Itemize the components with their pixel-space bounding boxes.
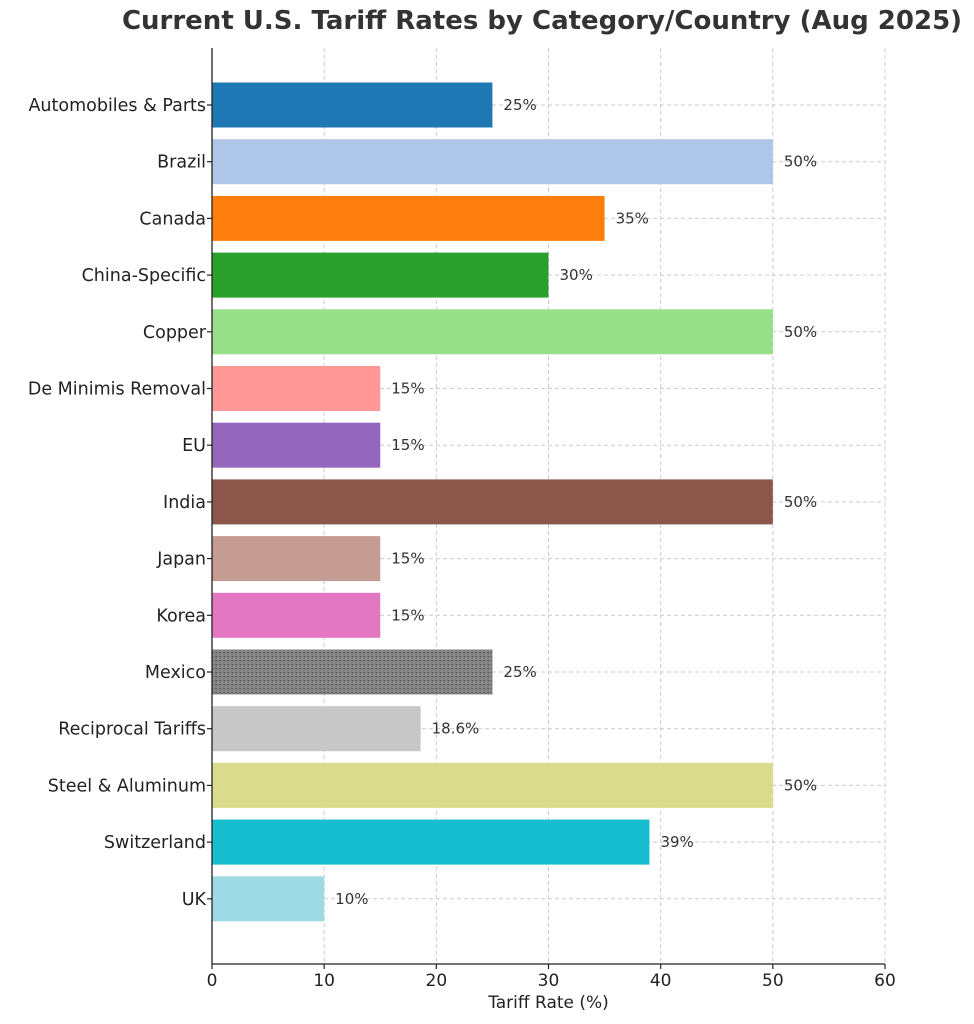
category-label: De Minimis Removal <box>28 380 206 400</box>
category-label: Mexico <box>145 663 206 683</box>
value-label: 35% <box>616 209 649 227</box>
category-label: Steel & Aluminum <box>48 776 206 796</box>
chart-title: Current U.S. Tariff Rates by Category/Co… <box>121 6 963 36</box>
bar <box>212 762 773 808</box>
category-label: Brazil <box>157 153 206 173</box>
bar <box>212 819 650 865</box>
x-axis-label: Tariff Rate (%) <box>487 993 609 1013</box>
axis-layer: Automobiles & Parts Brazil Canada China-Spe… <box>28 48 896 991</box>
bar <box>212 649 493 695</box>
value-label: 25% <box>503 96 536 114</box>
category-label: EU <box>182 436 206 456</box>
category-label: UK <box>182 890 207 910</box>
bar <box>212 82 493 128</box>
value-label: 15% <box>391 380 424 398</box>
value-label: 30% <box>560 266 593 284</box>
value-label: 15% <box>391 606 424 624</box>
bar <box>212 536 381 582</box>
x-tick-label: 30 <box>538 971 560 991</box>
bar-layer: 25% 50% 35% 30% 50% 15% 15% 50% 15% 15% 25% 18.6% 50… <box>212 82 817 922</box>
value-label: 50% <box>784 323 817 341</box>
category-label: Reciprocal Tariffs <box>58 720 206 740</box>
bar <box>212 366 381 411</box>
value-label: 39% <box>660 833 693 851</box>
category-label: Korea <box>156 606 206 626</box>
bar <box>212 592 381 638</box>
value-label: 25% <box>503 663 536 681</box>
x-tick-label: 0 <box>207 971 218 991</box>
x-tick-label: 10 <box>313 971 335 991</box>
bar <box>212 139 773 185</box>
value-label: 15% <box>391 436 424 454</box>
category-label: India <box>163 493 206 513</box>
category-label: Switzerland <box>104 833 206 853</box>
value-label: 18.6% <box>432 720 480 738</box>
value-label: 50% <box>784 153 817 171</box>
x-tick-label: 60 <box>874 971 896 991</box>
value-label: 50% <box>784 776 817 794</box>
category-label: Automobiles & Parts <box>28 96 206 116</box>
bar <box>212 706 421 752</box>
bar <box>212 309 773 355</box>
value-label: 50% <box>784 493 817 511</box>
category-label: Copper <box>143 323 207 343</box>
category-label: Japan <box>156 550 206 570</box>
value-label: 10% <box>335 890 368 908</box>
category-label: Canada <box>139 209 206 229</box>
x-tick-label: 20 <box>426 971 448 991</box>
x-tick-label: 50 <box>762 971 784 991</box>
x-tick-label: 40 <box>650 971 672 991</box>
bar <box>212 479 773 525</box>
category-label: China-Specific <box>82 266 206 286</box>
bar <box>212 252 549 298</box>
bar <box>212 876 325 922</box>
bar <box>212 422 381 468</box>
bar <box>212 195 605 241</box>
value-label: 15% <box>391 550 424 568</box>
